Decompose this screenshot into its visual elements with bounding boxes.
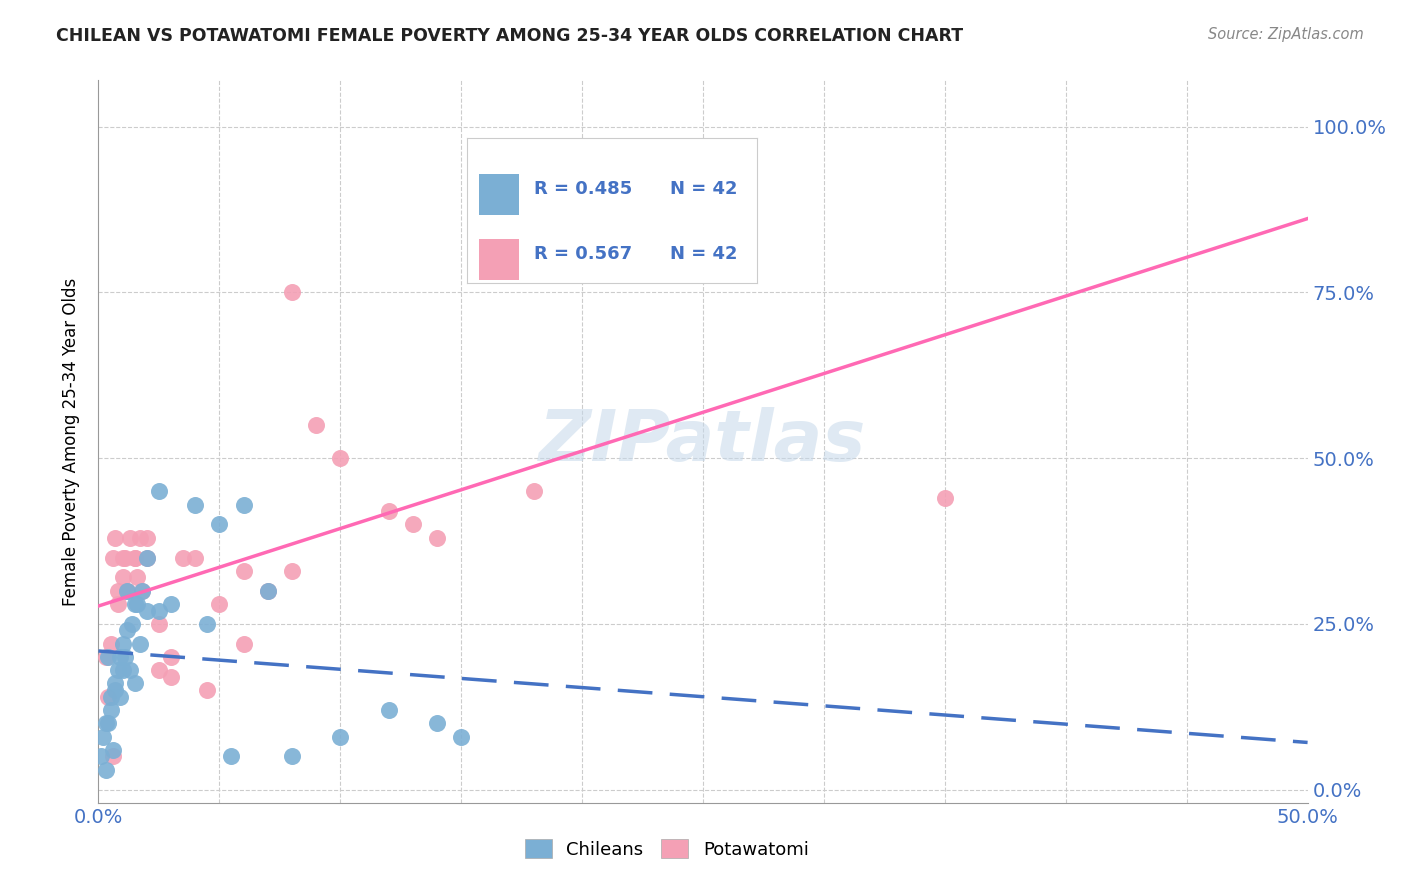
Point xyxy=(124,676,146,690)
Point xyxy=(104,676,127,690)
Point xyxy=(127,570,149,584)
Point xyxy=(148,616,170,631)
Point xyxy=(692,199,714,213)
Point xyxy=(281,285,304,300)
Point xyxy=(101,749,124,764)
Point xyxy=(128,637,150,651)
Point xyxy=(111,570,134,584)
Point xyxy=(97,650,120,665)
Point xyxy=(426,531,449,545)
Point xyxy=(160,597,183,611)
Point xyxy=(195,683,218,698)
Point xyxy=(135,550,157,565)
Point xyxy=(118,663,141,677)
Point xyxy=(108,650,131,665)
Point xyxy=(117,583,139,598)
Point xyxy=(160,650,183,665)
Point xyxy=(329,451,352,466)
Point xyxy=(107,597,129,611)
Text: ZIPatlas: ZIPatlas xyxy=(540,407,866,476)
Point xyxy=(281,564,304,578)
Point xyxy=(426,716,449,731)
Point xyxy=(104,683,127,698)
Point xyxy=(184,550,207,565)
Point xyxy=(118,531,141,545)
Point xyxy=(256,583,278,598)
Point xyxy=(184,498,207,512)
Point xyxy=(148,484,170,499)
Point xyxy=(131,583,153,598)
Point xyxy=(97,716,120,731)
Point xyxy=(114,550,136,565)
Point xyxy=(107,663,129,677)
Point xyxy=(131,583,153,598)
Point xyxy=(114,650,136,665)
Point xyxy=(100,703,122,717)
Point xyxy=(281,749,304,764)
Point xyxy=(97,690,120,704)
Point xyxy=(90,749,112,764)
Point xyxy=(135,531,157,545)
Point xyxy=(104,531,127,545)
Point xyxy=(221,749,243,764)
Point xyxy=(124,550,146,565)
Point xyxy=(127,597,149,611)
Point xyxy=(101,550,124,565)
Point xyxy=(94,716,117,731)
Point xyxy=(934,491,956,505)
Text: CHILEAN VS POTAWATOMI FEMALE POVERTY AMONG 25-34 YEAR OLDS CORRELATION CHART: CHILEAN VS POTAWATOMI FEMALE POVERTY AMO… xyxy=(56,27,963,45)
Point xyxy=(305,417,328,432)
Point xyxy=(148,603,170,617)
Point xyxy=(111,637,134,651)
Point xyxy=(124,597,146,611)
Y-axis label: Female Poverty Among 25-34 Year Olds: Female Poverty Among 25-34 Year Olds xyxy=(62,277,80,606)
Point xyxy=(101,743,124,757)
Point xyxy=(91,730,114,744)
Point xyxy=(195,616,218,631)
Point xyxy=(100,637,122,651)
Point xyxy=(117,583,139,598)
Point xyxy=(107,583,129,598)
Point xyxy=(111,663,134,677)
Point xyxy=(94,650,117,665)
Point xyxy=(135,550,157,565)
Point xyxy=(208,597,231,611)
Legend: Chileans, Potawatomi: Chileans, Potawatomi xyxy=(517,832,815,866)
Point xyxy=(232,564,254,578)
Text: Source: ZipAtlas.com: Source: ZipAtlas.com xyxy=(1208,27,1364,42)
Point xyxy=(402,517,425,532)
Point xyxy=(111,550,134,565)
Point xyxy=(172,550,194,565)
Point xyxy=(148,663,170,677)
Point xyxy=(100,690,122,704)
Point xyxy=(523,484,546,499)
Point xyxy=(94,763,117,777)
Point xyxy=(160,670,183,684)
Point xyxy=(329,730,352,744)
Point xyxy=(124,550,146,565)
Point xyxy=(377,504,399,518)
Point xyxy=(256,583,278,598)
Point xyxy=(450,730,472,744)
Point xyxy=(135,603,157,617)
Point xyxy=(117,624,139,638)
Point xyxy=(117,583,139,598)
Point xyxy=(108,690,131,704)
Point xyxy=(232,498,254,512)
Point xyxy=(121,616,143,631)
Point xyxy=(232,637,254,651)
Point xyxy=(128,531,150,545)
Point xyxy=(208,517,231,532)
Point xyxy=(377,703,399,717)
